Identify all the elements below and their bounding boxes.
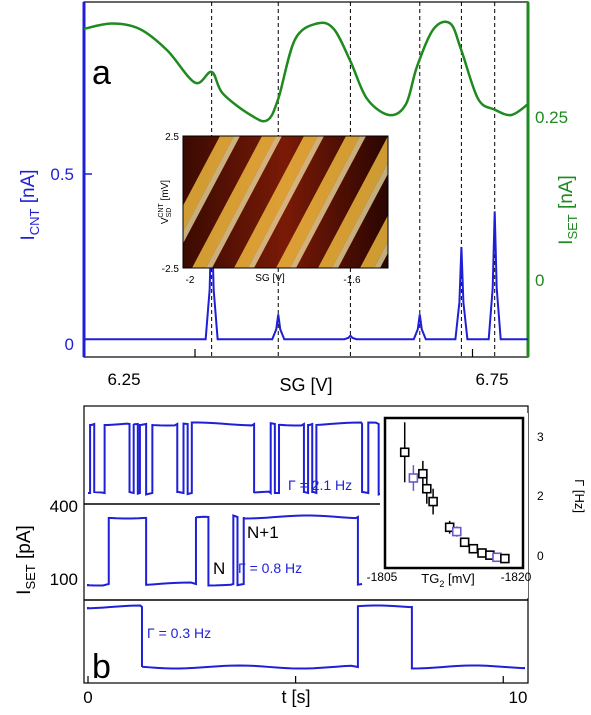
heatmap-highlight-4 [332, 162, 388, 268]
gamma-label-3: Γ = 0.3 Hz [147, 625, 211, 641]
panel-a: 2.5 -2.5 -2 -1.6 SG [V] VSDCNT [mV] a 0 … [18, 1, 580, 395]
inset-b-xtick-right: -1820 [501, 570, 532, 584]
inset-xlabel: SG [V] [255, 273, 285, 284]
inset-point-12 [500, 553, 510, 564]
panel-a-ytick-right-025: 0.25 [535, 108, 568, 127]
inset-b-ytick-0: 0 [537, 549, 544, 563]
heatmap-stripe-2 [234, 136, 318, 268]
inset-point-3 [421, 483, 432, 494]
panel-a-cnt-line [84, 211, 528, 341]
heatmap-stripe-1 [192, 136, 276, 268]
inset-point-8 [468, 543, 479, 554]
heatmap-stripe-6 [402, 136, 486, 268]
panel-a-ylabel-right: ISET [nA] [556, 175, 580, 245]
inset-xtick-left: -2 [186, 275, 195, 286]
panel-a-ytick-left-0: 0 [65, 335, 74, 354]
panel-b-xlabel: t [s] [281, 687, 310, 707]
panel-a-xlabel: SG [V] [279, 375, 332, 395]
inset-b-ytick-2: 2 [537, 489, 544, 503]
inset-point-0 [399, 447, 410, 458]
heatmap-highlight-1 [206, 136, 282, 268]
inset-point-1 [408, 473, 419, 483]
state-n-label: N [213, 559, 225, 578]
inset-point-7 [459, 537, 470, 548]
heatmap-highlight-3 [290, 136, 366, 268]
inset-ytick-top: 2.5 [165, 132, 179, 143]
inset-b-xlabel: TG2 [mV] [421, 571, 474, 589]
panel-a-ylabel-left: ICNT [nA] [18, 169, 42, 240]
panel-a-inset: 2.5 -2.5 -2 -1.6 SG [V] VSDCNT [mV] [158, 132, 492, 286]
panel-b-xtick-marks [87, 676, 504, 683]
panel-b-ylabel: ISET [pA] [14, 525, 38, 595]
heatmap-stripe-5 [360, 215, 388, 268]
heatmap-stripe-4 [318, 136, 388, 268]
inset-point-9 [477, 548, 487, 558]
panel-b-letter: b [92, 648, 111, 686]
inset-point-4 [428, 496, 438, 507]
inset-point-11 [492, 552, 502, 563]
inset-ylabel: VSDCNT [mV] [158, 180, 173, 224]
panel-b: Γ = 2.1 Hz Γ = 0.8 Hz Γ = 0.3 Hz N N+1 b… [14, 405, 587, 707]
panel-b-xtick-10: 10 [509, 688, 528, 707]
panel-a-xtick-625: 6.25 [107, 370, 140, 389]
panel-a-xtick-675: 6.75 [475, 370, 508, 389]
inset-point-6 [451, 526, 462, 537]
panel-b-xtick-0: 0 [83, 688, 92, 707]
inset-b-ytick-3: 3 [537, 430, 544, 444]
inset-xtick-right: -1.6 [343, 275, 361, 286]
inset-b-ylabel: Γ [Hz] [572, 479, 587, 513]
inset-ytick-bottom: -2.5 [162, 264, 180, 275]
state-n1-label: N+1 [247, 523, 279, 542]
trace-0-8hz [87, 514, 363, 587]
panel-b-ytick-400: 400 [50, 497, 78, 516]
panel-b-inset: -1805 -1820 TG2 [mV] 3 2 0 Γ [Hz] [367, 413, 587, 598]
trace-0-3hz [87, 604, 525, 670]
gamma-label-1: Γ = 2.1 Hz [288, 477, 352, 493]
panel-b-ytick-100: 100 [50, 570, 78, 589]
gamma-label-2: Γ = 0.8 Hz [238, 560, 302, 576]
panel-a-ytick-left-05: 0.5 [50, 165, 74, 184]
inset-b-points [399, 422, 510, 564]
panel-a-ytick-right-0: 0 [535, 271, 544, 290]
inset-point-2 [418, 468, 428, 479]
inset-b-xtick-left: -1805 [367, 570, 398, 584]
heatmap-highlight-2 [248, 136, 324, 268]
heatmap-highlight-0 [183, 136, 240, 244]
heatmap-highlight-5 [374, 241, 388, 268]
heatmap-stripe-3 [276, 136, 360, 268]
heatmap-highlight-6 [416, 136, 492, 268]
panel-a-letter: a [92, 54, 111, 92]
inset-b-frame [383, 416, 525, 570]
trace-2-1hz [88, 421, 409, 496]
panel-a-set-line [83, 20, 529, 123]
inset-heatmap-stripes [183, 136, 492, 268]
inset-frame [182, 135, 389, 269]
